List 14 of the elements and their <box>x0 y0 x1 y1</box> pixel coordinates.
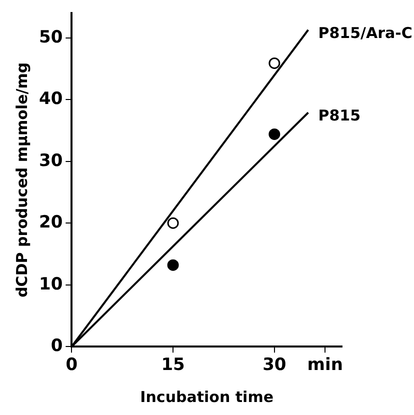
series-label: P815 <box>318 106 361 124</box>
x-axis-title: Incubation time <box>140 388 274 406</box>
x-tick-label: 30 <box>262 355 286 376</box>
y-tick-label: 0 <box>50 336 63 356</box>
y-tick-label: 20 <box>38 212 63 233</box>
y-tick-label: 50 <box>38 27 63 48</box>
x-tick-label: 15 <box>161 355 185 376</box>
y-tick-label: 40 <box>38 89 63 110</box>
series-label: P815/Ara-C <box>318 24 412 42</box>
y-axis-title: dCDP produced mµmole/mg <box>12 62 31 298</box>
x-tick-label: min <box>307 355 343 376</box>
y-tick-label: 30 <box>38 150 63 171</box>
y-tick-label: 10 <box>38 274 63 294</box>
x-tick-label: 0 <box>66 355 78 376</box>
